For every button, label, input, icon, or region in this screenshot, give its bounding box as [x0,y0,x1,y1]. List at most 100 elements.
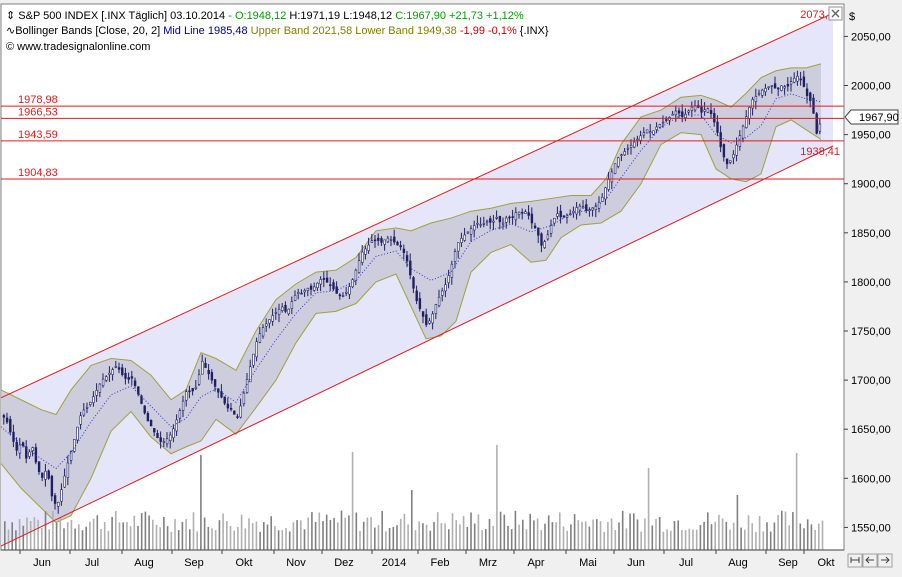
scroll-right-icon[interactable] [881,556,890,564]
candle-body [322,278,326,280]
volume-bar [359,530,361,550]
candle-body [655,126,658,130]
volume-bar [762,531,765,550]
volume-bar [732,522,735,550]
candle-body [671,113,674,116]
close-button[interactable] [828,6,843,21]
volume-bar [207,526,210,550]
channel-lower-line [0,145,834,547]
candle-body [76,426,79,441]
expand-toggle-icon[interactable]: ⇕ [6,10,18,22]
volume-bar [144,511,147,550]
candle-body [386,237,390,243]
candle-body [41,472,44,478]
candle-body [549,225,553,234]
volume-bar [684,530,687,550]
volume-bar [499,511,502,550]
volume-bar [599,521,602,550]
volume-bar [518,524,520,550]
volume-bar [263,522,265,550]
candle-body [172,428,175,438]
x-tick-label-4: Okt [235,557,252,569]
x-tick-label-3: Sep [184,557,204,569]
candle-body [44,470,47,480]
indicator-icon[interactable]: ∿ [6,25,15,37]
volume-bar [166,526,169,550]
candle-body [293,294,297,301]
y-tick-label-4: 1850,00 [851,228,891,240]
volume-bar [514,510,517,550]
scroll-controls[interactable] [847,553,893,568]
currency-label: $ [849,11,855,23]
candle-body [473,225,476,231]
candle-body [82,409,86,416]
candle-body [127,377,130,380]
header-close: C:1967,90 +21,73 +1,12% [395,10,524,22]
candle-body [607,179,610,190]
candle-body [796,75,799,82]
candle-body [21,442,25,447]
volume-bar [33,517,36,550]
volume-bar [507,525,509,550]
scroll-right-button[interactable] [877,553,893,568]
volume-bar [229,525,232,550]
close-x-icon[interactable] [831,9,840,18]
volume-bar [588,526,591,550]
volume-bar [425,524,428,550]
volume-bar [533,520,535,550]
volume-bar [536,518,539,550]
candle-body [319,279,322,285]
volume-bar [222,513,224,550]
volume-bar [288,531,291,550]
candle-body [437,296,441,307]
candle-body [610,171,614,183]
candle-body [197,374,201,385]
volume-bar [544,523,546,550]
candle-body [594,205,598,211]
volume-bar [92,518,95,550]
volume-bar [237,526,239,550]
candle-body [25,446,28,459]
candle-body [245,379,249,393]
x-axis: Jun Jul Aug Sep Okt Nov Dez 2014 Feb Mrz Apr Mai Jun… [1,549,844,569]
volume-bar [736,495,739,550]
candle-body [543,241,546,249]
volume-bar [126,522,128,550]
candle-body [165,438,169,445]
candle-body [613,163,617,174]
candle-body [559,210,562,218]
volume-bar [170,531,173,550]
candle-body [777,87,780,90]
volume-bar [277,530,280,550]
scroll-left-button[interactable] [862,553,878,568]
candle-body [236,416,239,418]
volume-bar [448,529,450,550]
x-tick-label-2: Aug [134,557,154,569]
candle-body [140,395,143,404]
volume-bar [333,518,335,550]
candle-body [748,107,751,119]
volume-bar [362,521,365,550]
zoom-fit-button[interactable] [847,553,863,568]
volume-bar [592,519,594,550]
volume-bar [470,512,472,550]
volume-bar [581,521,583,550]
scroll-left-icon[interactable] [865,556,874,564]
header-low: L:1948,12 [343,10,392,22]
volume-bar [729,529,731,550]
candle-body [460,237,463,243]
zoom-fit-icon[interactable] [850,557,860,563]
volume-bar [248,518,250,550]
volume-bar [433,521,435,550]
volume-bar [806,519,809,550]
volume-bar [300,520,302,550]
volume-bar [444,523,446,550]
candle-body [620,154,623,156]
volume-bar [100,529,102,550]
volume-bar [314,521,317,550]
volume-bar [640,531,642,550]
x-tick-label-13: Jul [679,557,693,569]
candle-body [31,447,34,451]
candle-body [514,212,518,221]
